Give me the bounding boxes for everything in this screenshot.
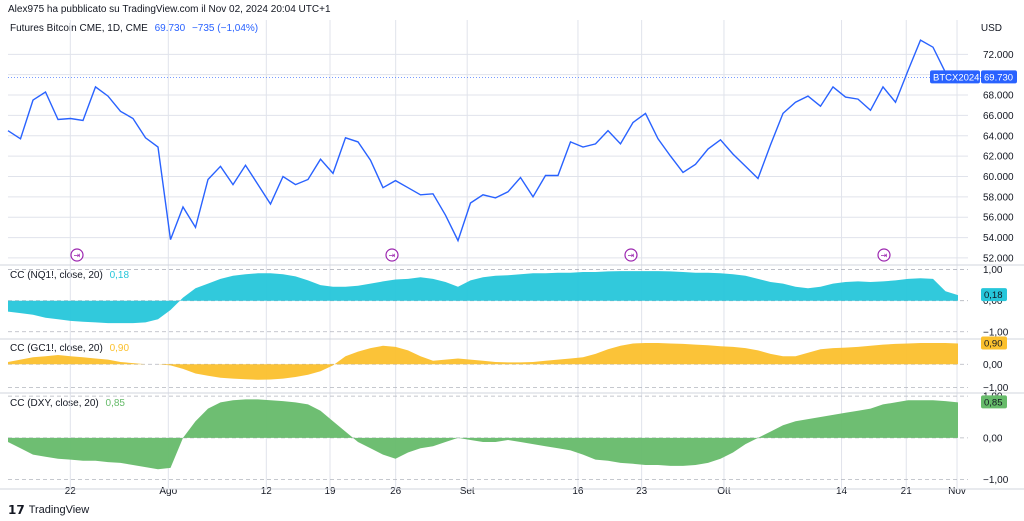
y-tick-label: 62.000 xyxy=(983,152,1014,163)
x-tick-label: 19 xyxy=(324,486,336,497)
indicator-label: CC (NQ1!, close, 20) xyxy=(10,270,103,281)
correlation-area xyxy=(8,271,958,324)
x-tick-label: 26 xyxy=(390,486,402,497)
x-tick-label: 23 xyxy=(636,486,648,497)
indicator-label: CC (GC1!, close, 20) xyxy=(10,343,103,354)
y-tick-label: 0,00 xyxy=(983,360,1003,371)
indicator-value: 0,85 xyxy=(105,398,125,409)
symbol-name: Futures Bitcoin CME, 1D, CME xyxy=(10,23,148,34)
event-arrow-icon: ⇥ xyxy=(628,251,635,260)
x-tick-label: 14 xyxy=(836,486,848,497)
x-tick-label: 21 xyxy=(901,486,913,497)
y-tick-label: 68.000 xyxy=(983,91,1014,102)
symbol-legend: Futures Bitcoin CME, 1D, CME 69.730 −735… xyxy=(10,23,258,34)
symbol-change: −735 (−1,04%) xyxy=(191,23,259,34)
indicator-dxy-legend[interactable]: CC (DXY, close, 20) 0,85 xyxy=(10,398,125,409)
event-arrow-icon: ⇥ xyxy=(389,251,396,260)
price-line xyxy=(7,39,959,243)
symbol-tag xyxy=(930,70,980,84)
correlation-area xyxy=(8,343,958,380)
event-marker-icon xyxy=(385,248,399,262)
event-marker-icon xyxy=(70,248,84,262)
correlation-area xyxy=(8,399,958,470)
y-tick-label: 56.000 xyxy=(983,213,1014,224)
x-tick-label: 16 xyxy=(572,486,584,497)
x-tick-label: Ott xyxy=(717,486,731,497)
y-tick-label: 54.000 xyxy=(983,233,1014,244)
indicator-value-tag-label: 0,85 xyxy=(984,397,1003,408)
y-tick-label: 66.000 xyxy=(983,111,1014,122)
y-tick-label: 0,00 xyxy=(983,296,1003,307)
x-tick-label: Set xyxy=(460,486,475,497)
indicator-value-tag xyxy=(981,288,1007,302)
y-tick-label: 64.000 xyxy=(983,131,1014,142)
indicator-value-tag xyxy=(981,395,1007,409)
currency-label: USD xyxy=(980,23,1002,34)
event-arrow-icon: ⇥ xyxy=(74,251,81,260)
tradingview-brand[interactable]: 𝟭𝟳 TradingView xyxy=(8,503,89,517)
x-tick-label: 12 xyxy=(261,486,273,497)
indicator-gc-legend[interactable]: CC (GC1!, close, 20) 0,90 xyxy=(10,343,129,354)
y-tick-label: 58.000 xyxy=(983,192,1014,203)
tradingview-logo-icon: 𝟭𝟳 xyxy=(8,503,25,517)
event-marker-icon xyxy=(877,248,891,262)
indicator-label: CC (DXY, close, 20) xyxy=(10,398,99,409)
y-tick-label: 60.000 xyxy=(983,172,1014,183)
indicator-value: 0,18 xyxy=(109,270,130,281)
indicator-value-tag-label: 0,18 xyxy=(984,290,1003,301)
x-tick-label: Nov xyxy=(948,486,966,497)
price-tag-label: 69.730 xyxy=(984,72,1013,83)
y-tick-label: −1,00 xyxy=(983,327,1009,338)
publisher-line: Alex975 ha pubblicato su TradingView.com… xyxy=(8,4,331,15)
x-tick-label: Ago xyxy=(159,486,177,497)
symbol-tag-label: BTCX2024 xyxy=(933,72,979,83)
y-tick-label: 52.000 xyxy=(983,253,1014,264)
event-marker-icon xyxy=(624,248,638,262)
indicator-value-tag-label: 0,90 xyxy=(984,338,1003,349)
indicator-value: 0,90 xyxy=(109,343,130,354)
brand-name: TradingView xyxy=(28,504,90,516)
price-tag xyxy=(981,70,1017,84)
indicator-nq-legend[interactable]: CC (NQ1!, close, 20) 0,18 xyxy=(10,270,129,281)
indicator-value-tag xyxy=(981,336,1007,350)
y-tick-label: 72.000 xyxy=(983,50,1014,61)
y-tick-label: 1,00 xyxy=(983,265,1003,276)
x-tick-label: 22 xyxy=(65,486,77,497)
y-tick-label: 0,00 xyxy=(983,433,1003,444)
event-arrow-icon: ⇥ xyxy=(881,251,888,260)
y-tick-label: −1,00 xyxy=(983,475,1009,486)
y-tick-label: −1,00 xyxy=(983,383,1009,394)
symbol-value: 69.730 xyxy=(154,23,186,34)
